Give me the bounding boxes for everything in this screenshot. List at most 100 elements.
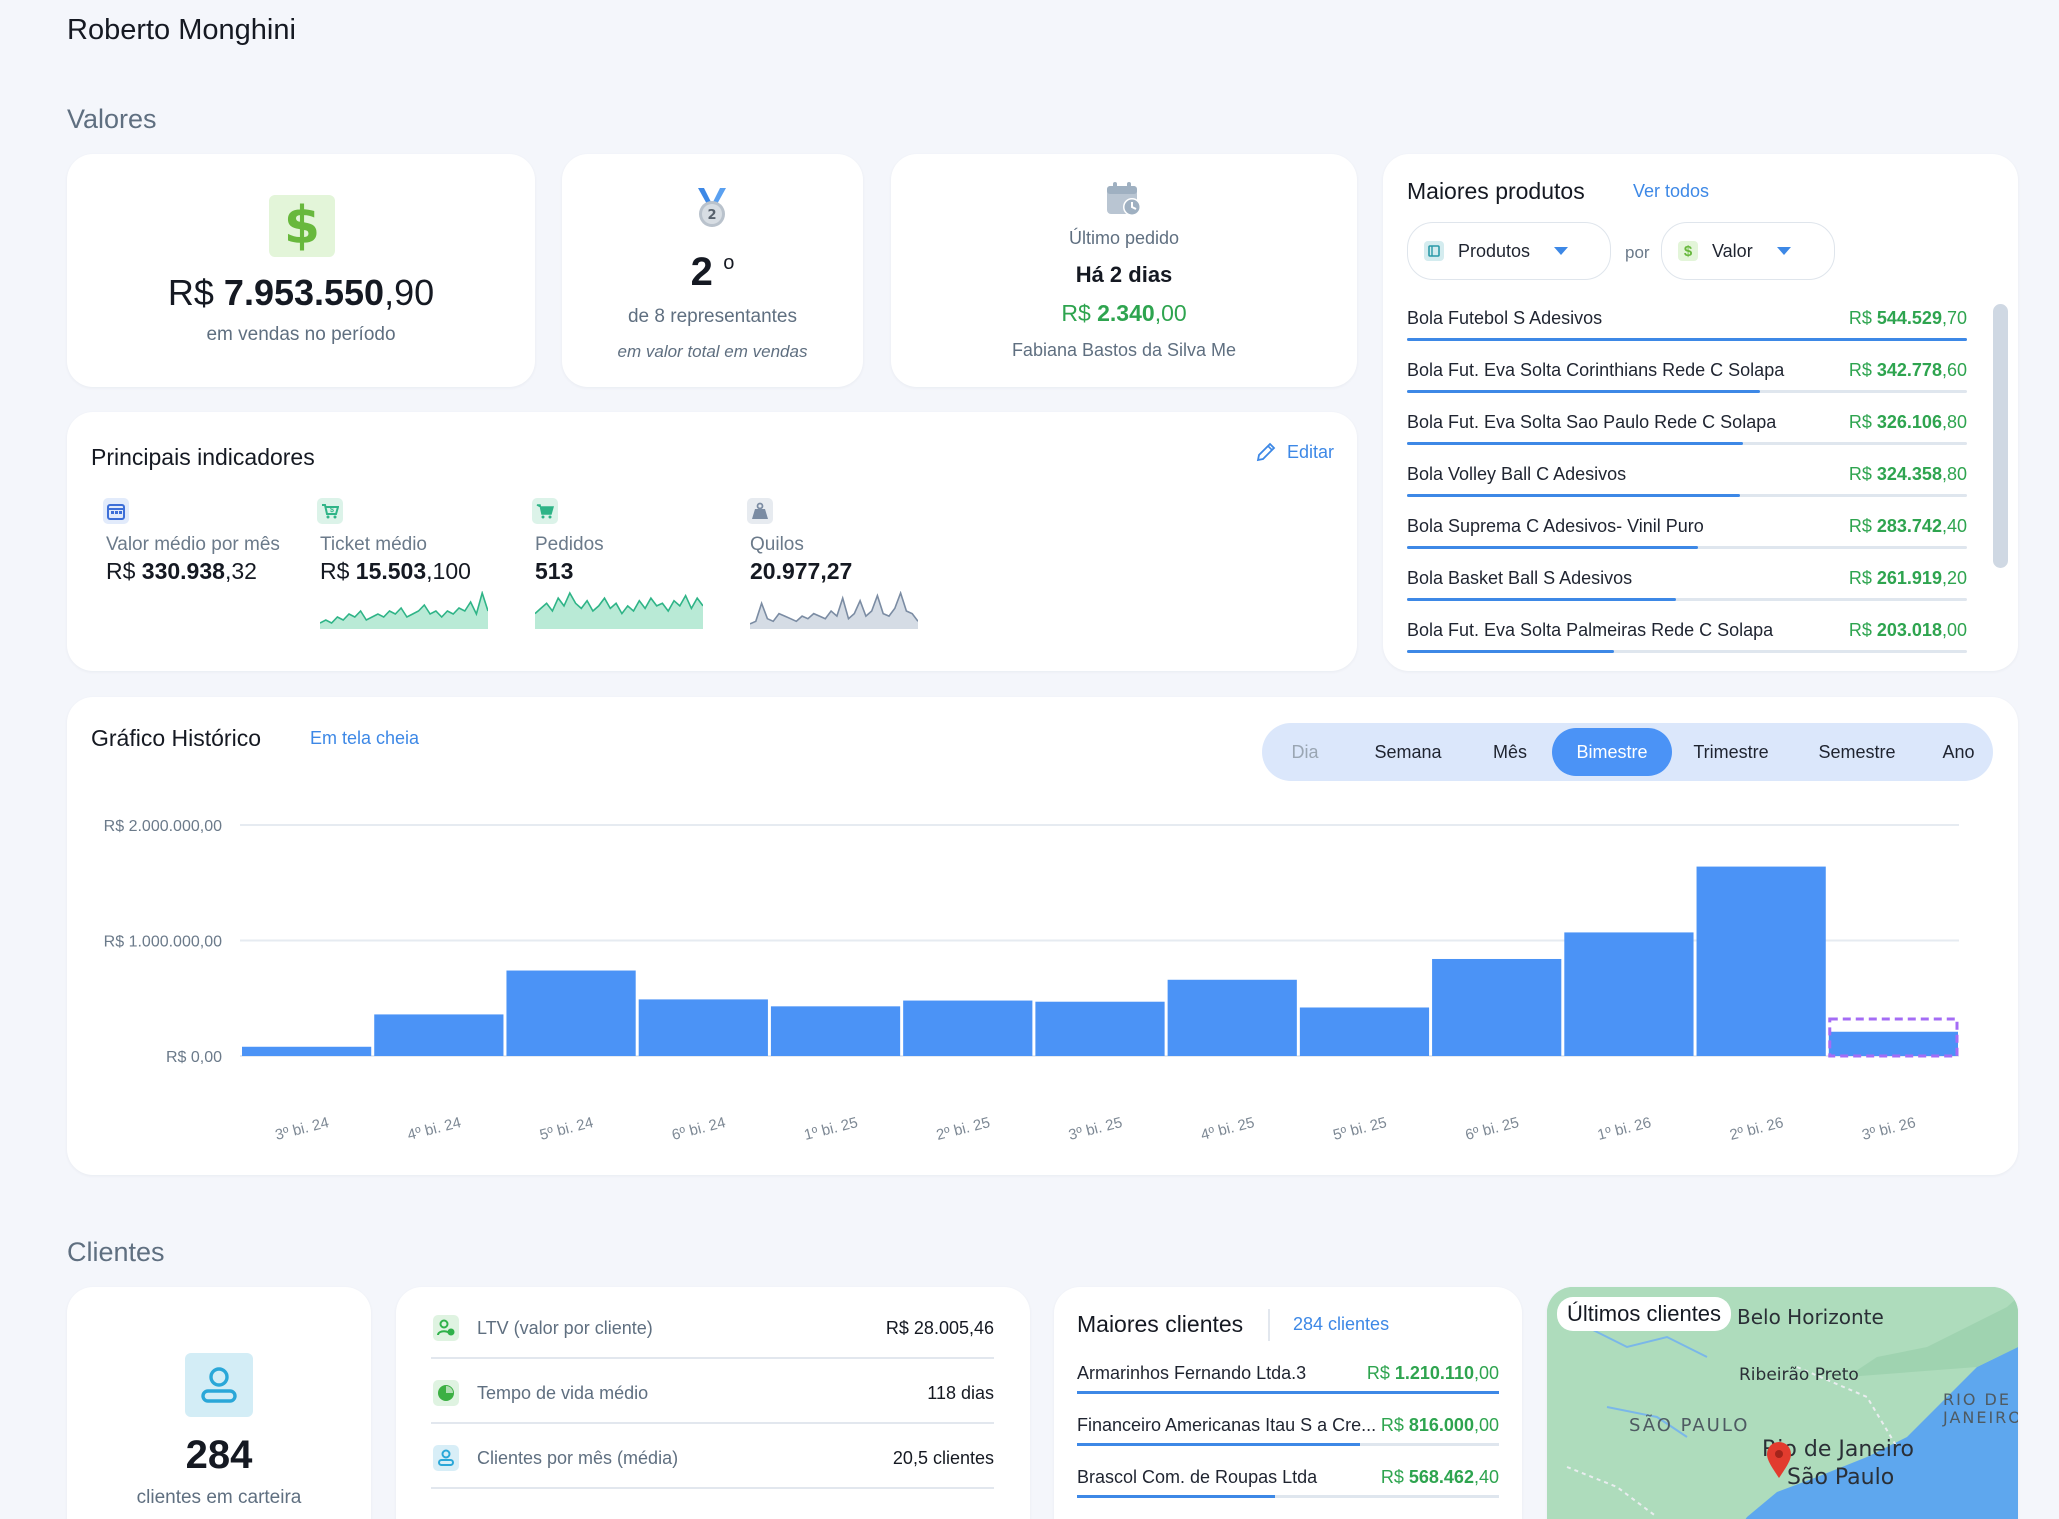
dimension-select[interactable]: Produtos [1407, 222, 1611, 280]
product-row[interactable]: Bola Suprema C Adesivos- Vinil Puro R$ 28… [1407, 504, 1967, 556]
client-bar [1077, 1443, 1360, 1446]
product-value: R$ 324.358,80 [1848, 464, 1967, 484]
product-bar [1407, 338, 1967, 341]
indicator-label: Pedidos [535, 534, 604, 555]
client-name: Financeiro Americanas Itau S a Cre... [1077, 1415, 1377, 1435]
map-label: Ribeirão Preto [1739, 1365, 1859, 1385]
top-products-list[interactable]: Bola Futebol S Adesivos R$ 544.529,70 Bola… [1407, 296, 1967, 671]
chart-bar[interactable] [374, 1014, 504, 1056]
map-title: Últimos clientes [1557, 1297, 1732, 1331]
indicator-value: R$ 330.938,32 [106, 558, 257, 584]
last-order-when: Há 2 dias [1075, 262, 1173, 287]
product-name: Bola Basket Ball S Adesivos [1407, 568, 1633, 588]
sales-caption: em vendas no período [206, 324, 396, 345]
period-option[interactable]: Mês [1492, 741, 1527, 762]
product-row[interactable]: Bola Fut. Eva Solta Sao Paulo Rede C Sol… [1407, 400, 1967, 452]
x-tick-label: 3º bi. 24 [273, 1114, 330, 1144]
product-bar [1407, 546, 1699, 549]
product-row[interactable]: Mordedor Macarinha Baby BlisterR$ 167.95… [1407, 660, 1967, 671]
map-pin-icon[interactable] [1765, 1442, 1793, 1480]
client-value: R$ 568.462,40 [1380, 1467, 1499, 1487]
chart-bar[interactable] [1432, 958, 1562, 1056]
product-bar [1407, 598, 1676, 601]
chart-bar[interactable] [1564, 932, 1694, 1056]
chart-bar[interactable] [242, 1046, 372, 1056]
y-tick-label: R$ 2.000.000,00 [104, 818, 222, 835]
scrollbar-thumb[interactable] [1993, 304, 2008, 568]
indicator-item: Pedidos 513 [532, 498, 732, 634]
chevron-down-icon [1776, 247, 1791, 255]
indicators-title: Principais indicadores [91, 444, 315, 470]
product-name: Bola Fut. Eva Solta Sao Paulo Rede C Sol… [1407, 412, 1777, 432]
top-clients-card: Maiores clientes 284 clientes Armarinhos… [1054, 1287, 1522, 1519]
indicator-label: Valor médio por mês [106, 534, 280, 555]
user-money-icon [433, 1315, 459, 1341]
cart-icon [532, 498, 558, 524]
y-tick-label: R$ 1.000.000,00 [104, 934, 222, 951]
period-option[interactable]: Semestre [1818, 741, 1896, 762]
last-order-card: Último pedido Há 2 dias R$ 2.340,00 Fabi… [891, 154, 1357, 387]
sparkline [319, 590, 489, 629]
product-row[interactable]: Bola Fut. Eva Solta Corinthians Rede C S… [1407, 348, 1967, 400]
chart-bar[interactable] [506, 970, 636, 1056]
client-row[interactable]: Armarinhos Fernando Ltda.3 R$ 1.210.110,0… [1077, 1353, 1499, 1405]
client-bar [1077, 1495, 1276, 1498]
period-option[interactable]: Bimestre [1552, 728, 1672, 776]
map-label: Belo Horizonte [1737, 1305, 1884, 1329]
fullscreen-link[interactable]: Em tela cheia [310, 728, 420, 748]
history-chart: R$ 0,00 R$ 1.000.000,00 R$ 2.000.000,00 3º … [104, 818, 1959, 1144]
last-clients-map[interactable]: Últimos clientes Belo Horizonte Ribeirão… [1547, 1287, 2018, 1519]
indicator-value: R$ 15.503,100 [320, 558, 471, 584]
dimension-select-label: Produtos [1458, 240, 1531, 261]
client-name: Brascol Com. de Roupas Ltda [1077, 1467, 1318, 1487]
product-name: Bola Fut. Eva Solta Corinthians Rede C S… [1407, 360, 1785, 380]
x-tick-label: 1º bi. 26 [1596, 1114, 1653, 1144]
pie-clock-icon [433, 1380, 459, 1406]
all-clients-link[interactable]: 284 clientes [1293, 1314, 1390, 1334]
client-row[interactable]: Brascol Com. de Roupas Ltda R$ 568.462,40 [1077, 1457, 1499, 1509]
chart-bar[interactable] [638, 999, 768, 1056]
client-row[interactable]: Financeiro Americanas Itau S a Cre... R$ … [1077, 1405, 1499, 1457]
chevron-down-icon [1554, 247, 1569, 255]
last-order-label: Último pedido [1068, 228, 1180, 248]
chart-bar[interactable] [1828, 1031, 1958, 1056]
product-name: Bola Volley Ball C Adesivos [1407, 464, 1627, 484]
top-clients-title: Maiores clientes [1077, 1311, 1244, 1337]
indicator-value: 513 [535, 558, 574, 584]
see-all-products-link[interactable]: Ver todos [1633, 181, 1710, 201]
period-option[interactable]: Semana [1374, 741, 1442, 762]
chart-bar[interactable] [903, 1000, 1033, 1056]
divider [1268, 1309, 1270, 1341]
chart-bar[interactable] [1696, 866, 1826, 1056]
edit-indicators-button[interactable]: Editar [1255, 441, 1334, 463]
period-option[interactable]: Ano [1942, 741, 1975, 762]
product-row[interactable]: Bola Fut. Eva Solta Palmeiras Rede C Sol… [1407, 608, 1967, 660]
sales-amount: R$ 7.953.550,90 [167, 272, 435, 313]
clients-stats-card: LTV (valor por cliente) R$ 28.005,46 Tempo… [396, 1287, 1030, 1519]
user-icon [185, 1353, 253, 1417]
client-stat-row: LTV (valor por cliente) R$ 28.005,46 [431, 1295, 994, 1359]
sparkline [749, 590, 919, 629]
indicator-item: Valor médio por mês R$ 330.938,32 [103, 498, 303, 585]
metric-select[interactable]: $ Valor [1661, 222, 1835, 280]
product-row[interactable]: Bola Futebol S Adesivos R$ 544.529,70 [1407, 296, 1967, 348]
product-row[interactable]: Bola Basket Ball S Adesivos R$ 261.919,20 [1407, 556, 1967, 608]
chart-bar[interactable] [1167, 979, 1297, 1056]
weight-icon [747, 498, 773, 524]
chart-bar[interactable] [1299, 1007, 1430, 1056]
period-option[interactable]: Dia [1291, 741, 1319, 762]
x-tick-label: 2º bi. 26 [1728, 1114, 1785, 1144]
period-option[interactable]: Trimestre [1693, 741, 1769, 762]
ranking-position: 2 o [690, 250, 735, 294]
x-tick-label: 5º bi. 25 [1331, 1114, 1388, 1144]
chart-bar[interactable] [770, 1006, 901, 1056]
client-name: Armarinhos Fernando Ltda.3 [1077, 1363, 1307, 1383]
by-label: por [1625, 243, 1650, 262]
x-tick-label: 3º bi. 25 [1067, 1114, 1124, 1144]
product-name: Bola Fut. Eva Solta Palmeiras Rede C Sol… [1407, 620, 1774, 640]
chart-bar[interactable] [1035, 1001, 1165, 1056]
top-products-title: Maiores produtos [1407, 178, 1585, 204]
box-icon [1424, 241, 1444, 261]
product-row[interactable]: Bola Volley Ball C Adesivos R$ 324.358,80 [1407, 452, 1967, 504]
product-bar-track [1407, 598, 1967, 601]
